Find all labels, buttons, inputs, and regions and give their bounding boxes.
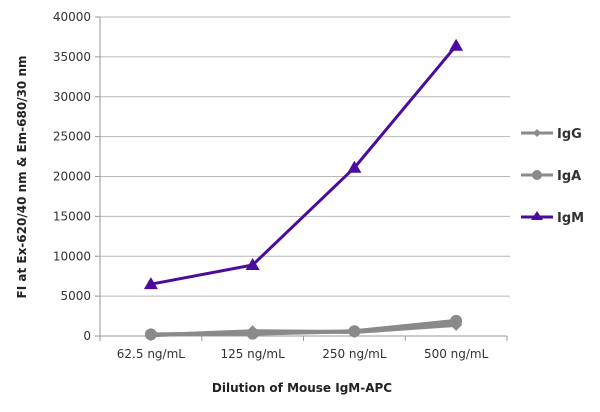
y-tick-label: 5000	[60, 289, 91, 303]
triangle-marker	[143, 277, 158, 290]
legend-item-igg: IgG	[521, 127, 582, 142]
x-axis-label: Dilution of Mouse IgM-APC	[212, 381, 392, 395]
series-igm	[143, 38, 464, 290]
legend-item-iga: IgA	[521, 169, 581, 184]
triangle-marker	[449, 38, 464, 51]
y-axis-label: FI at Ex-620/40 nm & Em-680/30 nm	[15, 56, 29, 299]
triangle-marker	[245, 258, 260, 271]
y-tick-label: 10000	[53, 249, 91, 263]
y-tick-label: 20000	[53, 170, 91, 184]
legend-item-igm: IgM	[521, 211, 584, 226]
series-group	[143, 38, 464, 342]
series-line	[150, 318, 457, 337]
series-line	[150, 44, 458, 286]
triangle-icon	[531, 211, 543, 220]
circle-marker	[450, 314, 463, 327]
y-tick-label: 40000	[53, 10, 91, 24]
y-tick-label: 0	[83, 329, 91, 343]
series-iga	[144, 314, 463, 341]
y-tick-label: 15000	[53, 209, 91, 223]
legend-label: IgG	[557, 127, 582, 142]
gridlines	[100, 16, 510, 297]
diamond-icon	[533, 129, 541, 137]
circle-marker	[144, 328, 157, 341]
legend-label: IgA	[557, 169, 581, 184]
y-tick-label: 25000	[53, 130, 91, 144]
legend-label: IgM	[557, 211, 584, 226]
y-tick-label: 35000	[53, 50, 91, 64]
circle-marker	[348, 325, 361, 338]
circle-icon	[532, 170, 542, 180]
legend: IgG IgA IgM	[521, 127, 584, 226]
x-tick-label: 62.5 ng/mL	[117, 347, 185, 361]
circle-marker	[246, 327, 259, 340]
x-tick-label: 500 ng/mL	[424, 347, 489, 361]
x-tick-label: 125 ng/mL	[220, 347, 285, 361]
triangle-marker	[347, 160, 362, 173]
x-tick-label: 250 ng/mL	[322, 347, 387, 361]
axes: 0 5000 10000 15000 20000 25000 30000 35000 40000…	[53, 10, 508, 361]
y-tick-label: 30000	[53, 90, 91, 104]
